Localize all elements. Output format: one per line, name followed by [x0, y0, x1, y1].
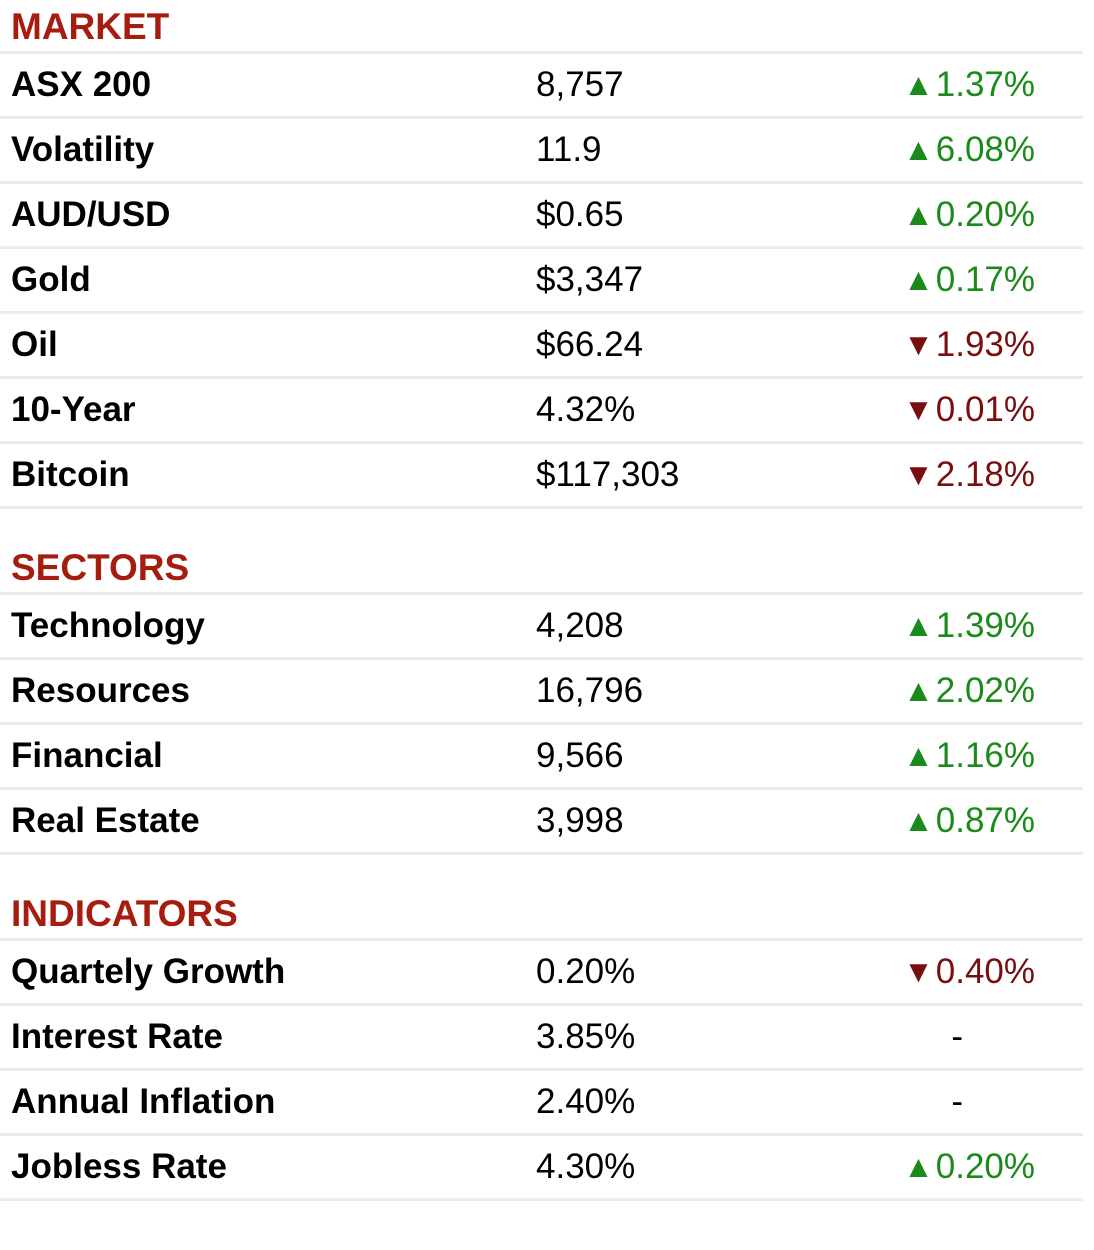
triangle-down-icon: ▼ — [903, 392, 934, 427]
change-text: 1.37% — [935, 65, 1035, 104]
triangle-up-icon: ▲ — [903, 738, 934, 773]
triangle-up-icon: ▲ — [903, 803, 934, 838]
row-value: 4.30% — [536, 1147, 636, 1186]
row-change: - — [951, 1006, 963, 1068]
row-value: 3.85% — [536, 1017, 636, 1056]
triangle-up-icon: ▲ — [903, 673, 934, 708]
change-text: 0.17% — [935, 260, 1035, 299]
table-row: Volatility 11.9 ▲6.08% — [0, 119, 1083, 184]
row-value: 11.9 — [536, 130, 602, 169]
row-change: ▲1.39% — [903, 595, 1035, 657]
change-text: - — [951, 1082, 963, 1121]
row-change: ▲0.20% — [903, 1136, 1035, 1198]
row-name: ASX 200 — [11, 65, 152, 104]
row-name: Gold — [11, 260, 91, 299]
change-text: 1.93% — [935, 325, 1035, 364]
change-text: 0.20% — [935, 1147, 1035, 1186]
section-title: MARKET — [0, 0, 1083, 54]
row-change: ▼1.93% — [903, 314, 1035, 376]
row-change: ▼0.40% — [903, 941, 1035, 1003]
row-name: Quartely Growth — [11, 952, 286, 991]
triangle-down-icon: ▼ — [903, 954, 934, 989]
indicators-section: INDICATORS Quartely Growth 0.20% ▼0.40% Int… — [0, 887, 1094, 1201]
row-name: Volatility — [11, 130, 155, 169]
row-name: Real Estate — [11, 801, 200, 840]
row-name: Annual Inflation — [11, 1082, 276, 1121]
triangle-up-icon: ▲ — [903, 67, 934, 102]
table-row: Oil $66.24 ▼1.93% — [0, 314, 1083, 379]
change-text: 0.20% — [935, 195, 1035, 234]
triangle-down-icon: ▼ — [903, 327, 934, 362]
change-text: 2.18% — [935, 455, 1035, 494]
table-row: Bitcoin $117,303 ▼2.18% — [0, 444, 1083, 509]
table-row: AUD/USD $0.65 ▲0.20% — [0, 184, 1083, 249]
table-row: Quartely Growth 0.20% ▼0.40% — [0, 941, 1083, 1006]
table-row: Interest Rate 3.85% - — [0, 1006, 1083, 1071]
change-text: 0.87% — [935, 801, 1035, 840]
row-change: ▲1.37% — [903, 54, 1035, 116]
market-summary: MARKET ASX 200 8,757 ▲1.37% Volatility 11.9 ▲… — [0, 0, 1094, 1201]
row-value: 4.32% — [536, 390, 636, 429]
row-change: ▲2.02% — [903, 660, 1035, 722]
row-value: $66.24 — [536, 325, 644, 364]
row-value: 2.40% — [536, 1082, 636, 1121]
table-row: Annual Inflation 2.40% - — [0, 1071, 1083, 1136]
row-name: Financial — [11, 736, 163, 775]
triangle-up-icon: ▲ — [903, 608, 934, 643]
triangle-up-icon: ▲ — [903, 262, 934, 297]
triangle-up-icon: ▲ — [903, 197, 934, 232]
row-value: 4,208 — [536, 606, 624, 645]
row-name: Bitcoin — [11, 455, 130, 494]
row-value: $0.65 — [536, 195, 624, 234]
change-text: 1.16% — [935, 736, 1035, 775]
section-title: INDICATORS — [0, 887, 1083, 941]
section-spacer — [0, 855, 1094, 887]
change-text: - — [951, 1017, 963, 1056]
table-row: Technology 4,208 ▲1.39% — [0, 595, 1083, 660]
section-title: SECTORS — [0, 541, 1083, 595]
row-change: ▲1.16% — [903, 725, 1035, 787]
row-change: ▲0.20% — [903, 184, 1035, 246]
row-value: 0.20% — [536, 952, 636, 991]
row-value: 16,796 — [536, 671, 644, 710]
triangle-up-icon: ▲ — [903, 132, 934, 167]
row-value: $3,347 — [536, 260, 644, 299]
table-row: Resources 16,796 ▲2.02% — [0, 660, 1083, 725]
table-row: 10-Year 4.32% ▼0.01% — [0, 379, 1083, 444]
table-row: Gold $3,347 ▲0.17% — [0, 249, 1083, 314]
row-value: 8,757 — [536, 65, 624, 104]
row-value: $117,303 — [536, 455, 680, 494]
change-text: 0.01% — [935, 390, 1035, 429]
change-text: 6.08% — [935, 130, 1035, 169]
row-name: Interest Rate — [11, 1017, 224, 1056]
row-change: ▲0.87% — [903, 790, 1035, 852]
triangle-down-icon: ▼ — [903, 457, 934, 492]
row-change: ▲6.08% — [903, 119, 1035, 181]
row-change: ▼2.18% — [903, 444, 1035, 506]
row-name: Resources — [11, 671, 190, 710]
change-text: 1.39% — [935, 606, 1035, 645]
section-spacer — [0, 509, 1094, 541]
row-name: AUD/USD — [11, 195, 171, 234]
row-change: ▲0.17% — [903, 249, 1035, 311]
table-row: Jobless Rate 4.30% ▲0.20% — [0, 1136, 1083, 1201]
row-name: Technology — [11, 606, 205, 645]
row-name: Oil — [11, 325, 58, 364]
table-row: ASX 200 8,757 ▲1.37% — [0, 54, 1083, 119]
change-text: 0.40% — [935, 952, 1035, 991]
row-name: 10-Year — [11, 390, 136, 429]
market-section: MARKET ASX 200 8,757 ▲1.37% Volatility 11.9 ▲… — [0, 0, 1094, 509]
row-change: - — [951, 1071, 963, 1133]
table-row: Real Estate 3,998 ▲0.87% — [0, 790, 1083, 855]
change-text: 2.02% — [935, 671, 1035, 710]
table-row: Financial 9,566 ▲1.16% — [0, 725, 1083, 790]
row-value: 3,998 — [536, 801, 624, 840]
row-value: 9,566 — [536, 736, 624, 775]
row-name: Jobless Rate — [11, 1147, 227, 1186]
triangle-up-icon: ▲ — [903, 1149, 934, 1184]
sectors-section: SECTORS Technology 4,208 ▲1.39% Resources 16… — [0, 541, 1094, 855]
row-change: ▼0.01% — [903, 379, 1035, 441]
